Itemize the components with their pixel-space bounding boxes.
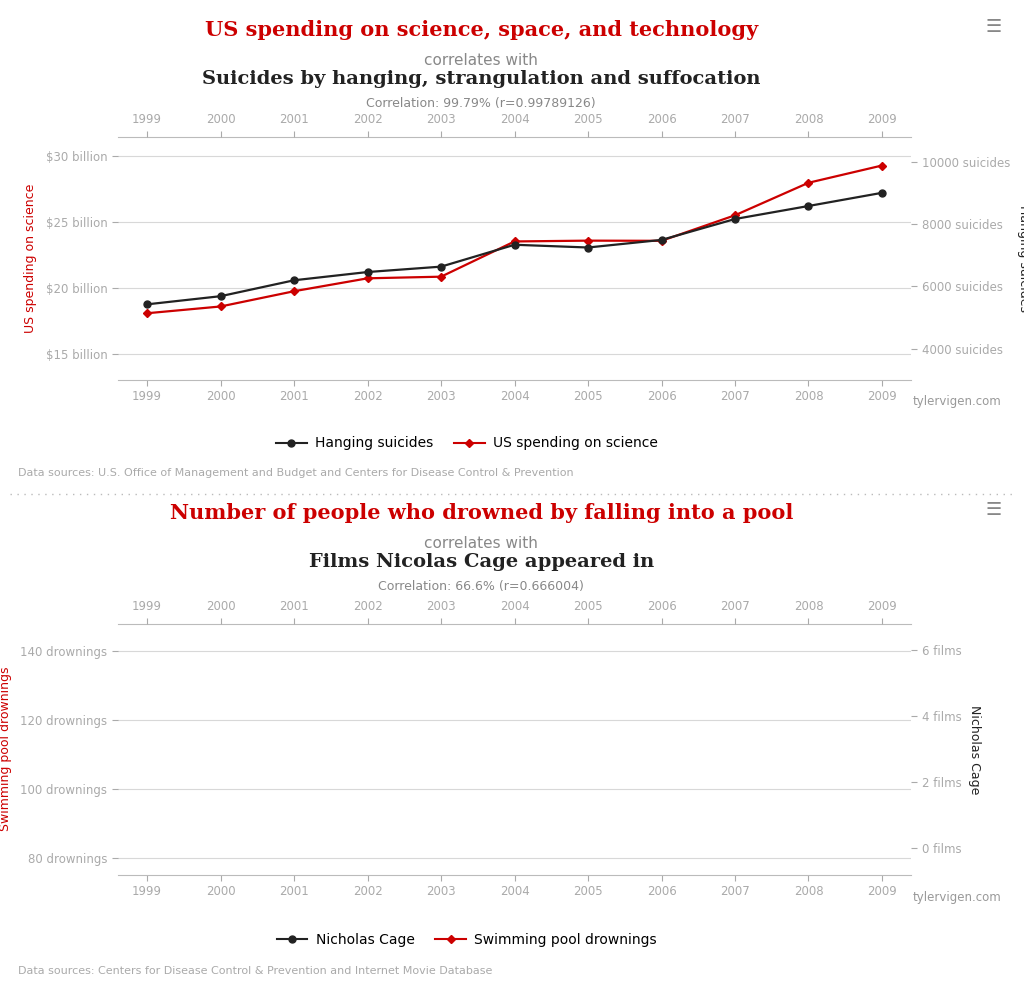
Text: US spending on science, space, and technology: US spending on science, space, and techn…	[205, 20, 758, 40]
Y-axis label: Swimming pool drownings: Swimming pool drownings	[0, 667, 12, 832]
Text: Data sources: U.S. Office of Management and Budget and Centers for Disease Contr: Data sources: U.S. Office of Management …	[18, 468, 574, 478]
Text: Suicides by hanging, strangulation and suffocation: Suicides by hanging, strangulation and s…	[202, 70, 761, 88]
Text: correlates with: correlates with	[424, 536, 539, 551]
Text: Correlation: 99.79% (r=0.99789126): Correlation: 99.79% (r=0.99789126)	[367, 97, 596, 110]
Text: ☰: ☰	[985, 18, 1001, 36]
Y-axis label: US spending on science: US spending on science	[25, 183, 37, 333]
Text: Films Nicolas Cage appeared in: Films Nicolas Cage appeared in	[308, 553, 654, 571]
Text: Number of people who drowned by falling into a pool: Number of people who drowned by falling …	[170, 503, 793, 523]
Y-axis label: Nicholas Cage: Nicholas Cage	[968, 704, 981, 794]
Text: ☰: ☰	[985, 501, 1001, 519]
Text: Correlation: 66.6% (r=0.666004): Correlation: 66.6% (r=0.666004)	[378, 580, 585, 593]
Legend: Hanging suicides, US spending on science: Hanging suicides, US spending on science	[270, 431, 664, 456]
Text: tylervigen.com: tylervigen.com	[912, 890, 1001, 903]
Text: Data sources: Centers for Disease Control & Prevention and Internet Movie Databa: Data sources: Centers for Disease Contro…	[18, 966, 493, 976]
Y-axis label: Hanging suicides: Hanging suicides	[1017, 205, 1024, 312]
Text: tylervigen.com: tylervigen.com	[912, 395, 1001, 408]
Legend: Nicholas Cage, Swimming pool drownings: Nicholas Cage, Swimming pool drownings	[271, 927, 663, 952]
Text: correlates with: correlates with	[424, 53, 539, 68]
